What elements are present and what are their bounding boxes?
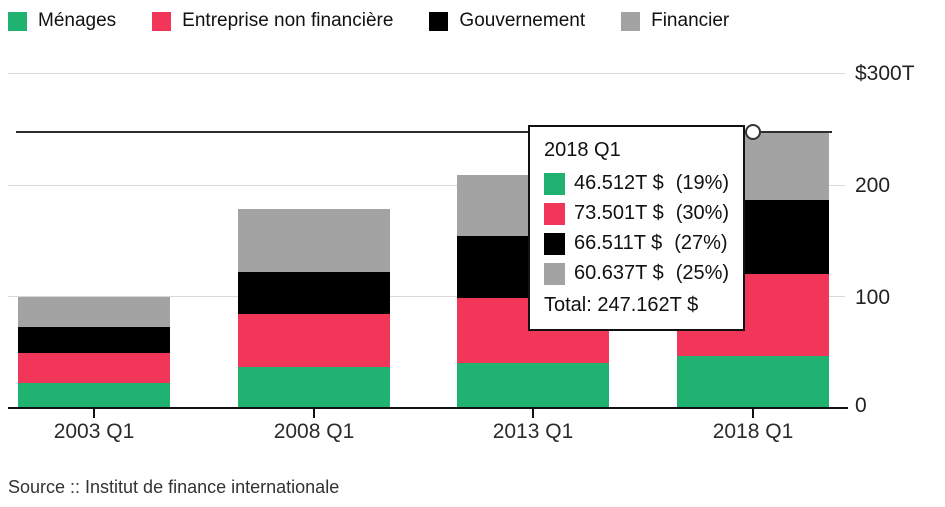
tooltip-gouvernement-swatch-icon [544, 232, 565, 255]
y-axis-label-300: $300T [855, 62, 915, 85]
bar-2008-q1-gouvernement[interactable] [237, 272, 390, 314]
x-tick-2003-q1 [93, 408, 95, 418]
legend-item-financier[interactable]: Financier [621, 10, 729, 32]
legend-item-gouvernement[interactable]: Gouvernement [429, 10, 585, 32]
tooltip-value: 46.512T $ [574, 172, 664, 194]
entreprise-swatch-icon [152, 11, 172, 31]
plot-area [8, 73, 848, 418]
y-axis-label-100: 100 [855, 286, 891, 309]
legend-label-menages: Ménages [38, 10, 117, 31]
tooltip-pct: (30%) [675, 202, 730, 224]
tooltip-pct: (19%) [675, 172, 730, 194]
financier-swatch-icon [621, 11, 641, 31]
tooltip-row-entreprise: 73.501T $ (30%) [544, 202, 729, 225]
tooltip-value: 60.637T $ [574, 262, 664, 284]
x-axis-label-2003q1: 2003 Q1 [53, 420, 135, 443]
x-axis-label-2018q1: 2018 Q1 [712, 420, 794, 443]
tooltip-pct: (27%) [674, 232, 728, 254]
tooltip-pct: (25%) [675, 262, 730, 284]
gridline-300 [8, 73, 845, 74]
x-tick-2018-q1 [751, 408, 754, 418]
bar-2008-q1-entreprise[interactable] [237, 313, 390, 367]
tooltip-title: 2018 Q1 [544, 139, 621, 161]
tooltip-row-gouvernement: 66.511T $ (27%) [544, 232, 729, 255]
tooltip: 2018 Q1 46.512T $ (19%) 73.501T $ (30%) … [528, 125, 745, 331]
bar-2008-q1-financier[interactable] [237, 209, 390, 273]
x-axis-line [8, 407, 848, 409]
legend-item-entreprise[interactable]: Entreprise non financière [152, 10, 393, 32]
reference-line [16, 131, 832, 133]
tooltip-total: Total: 247.162T $ [544, 294, 699, 316]
legend-label-gouvernement: Gouvernement [459, 10, 586, 31]
hover-point-marker [744, 124, 761, 140]
tooltip-value: 66.511T $ [574, 232, 663, 254]
tooltip-menages-swatch-icon [544, 172, 565, 195]
bar-2003-q1-ménages[interactable] [18, 383, 170, 408]
bar-2008-q1-ménages[interactable] [237, 366, 390, 408]
bar-2018-q1-ménages[interactable] [676, 356, 829, 408]
gouvernement-swatch-icon [429, 11, 449, 31]
legend: Ménages Entreprise non financière Gouver… [8, 10, 729, 32]
x-axis-label-2008q1: 2008 Q1 [273, 420, 355, 443]
tooltip-row-financier: 60.637T $ (25%) [544, 262, 729, 285]
gridline-200 [8, 184, 845, 186]
legend-label-financier: Financier [651, 10, 730, 31]
tooltip-financier-swatch-icon [544, 262, 565, 285]
y-axis-label-0: 0 [855, 394, 867, 417]
x-tick-2008-q1 [312, 408, 315, 418]
legend-label-entreprise: Entreprise non financière [182, 10, 394, 31]
tooltip-entreprise-swatch-icon [544, 202, 565, 225]
menages-swatch-icon [8, 11, 27, 31]
bar-2003-q1-gouvernement[interactable] [18, 326, 170, 353]
x-tick-2013-q1 [532, 408, 534, 418]
source-caption: Source :: Institut de finance internatio… [8, 477, 340, 497]
gridline-100 [8, 296, 845, 298]
x-axis-label-2013q1: 2013 Q1 [492, 420, 574, 443]
tooltip-row-menages: 46.512T $ (19%) [544, 172, 729, 195]
bar-2003-q1-entreprise[interactable] [18, 352, 170, 383]
y-axis-label-200: 200 [855, 174, 891, 197]
bar-2013-q1-ménages[interactable] [457, 362, 609, 408]
bar-2003-q1-financier[interactable] [18, 296, 170, 327]
tooltip-value: 73.501T $ [574, 202, 664, 224]
legend-item-menages[interactable]: Ménages [8, 10, 116, 32]
